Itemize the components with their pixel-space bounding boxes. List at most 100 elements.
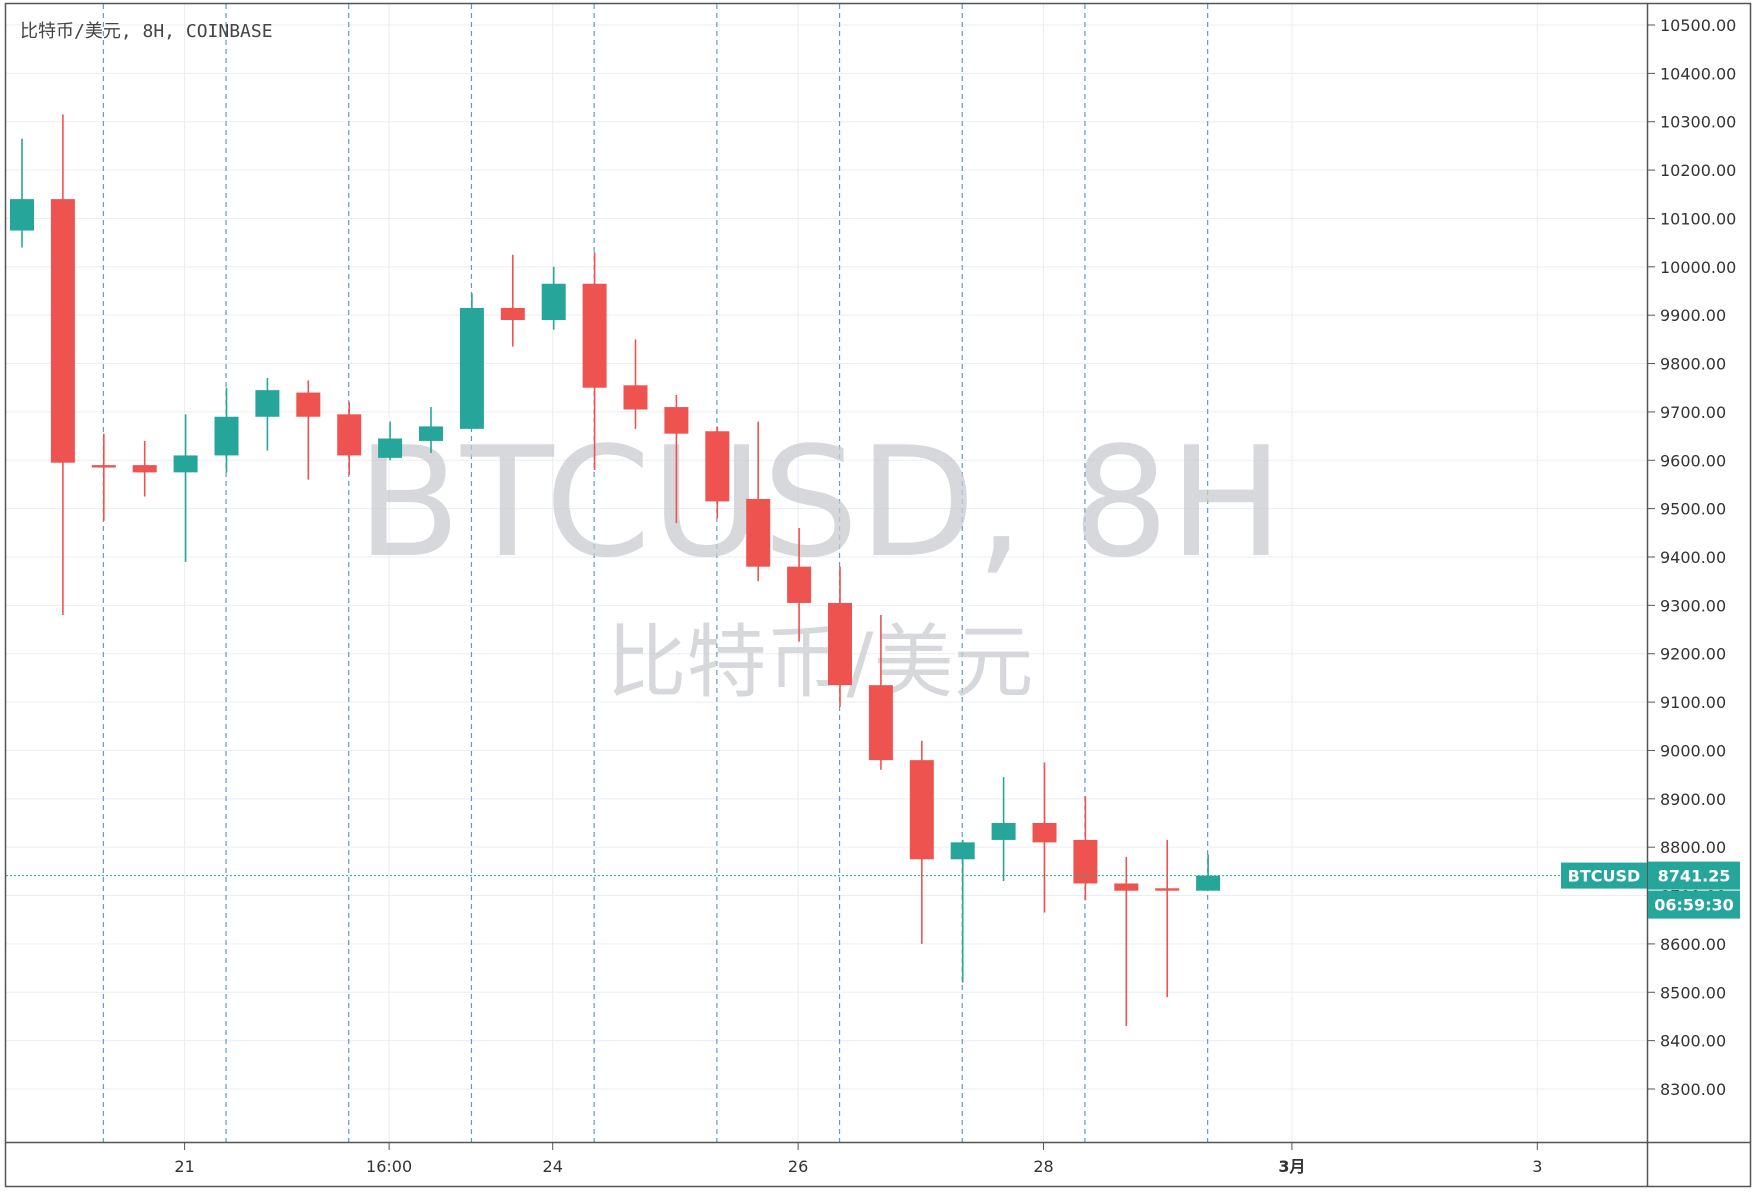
candle-body [500,307,525,321]
candle[interactable] [337,402,362,475]
x-tick-label: 28 [1033,1157,1053,1176]
y-tick-label: 9900.00 [1660,306,1726,325]
candles[interactable] [10,114,1221,1027]
candle[interactable] [541,266,566,330]
price-axis[interactable]: 10500.00 10400.00 10300.00 10200.00 10100.00… [1648,16,1736,1099]
candle-body [91,465,116,468]
candle-body [623,385,648,410]
price-tag-symbol-bg [1561,862,1647,889]
watermark-ticker: BTCUSD, 8H [357,414,1284,591]
candle-body [1196,875,1221,891]
y-tick-label: 10200.00 [1660,161,1736,180]
candle-body [255,390,280,417]
watermark: BTCUSD, 8H 比特币/美元 [357,414,1284,709]
candle[interactable] [132,440,157,497]
candle[interactable] [459,293,484,429]
candle[interactable] [378,421,403,461]
y-tick-label: 10000.00 [1660,258,1736,277]
candle-body [582,283,607,388]
candle-body [214,416,239,456]
y-tick-label: 9400.00 [1660,548,1726,567]
candle-body [459,307,484,429]
candle[interactable] [950,839,975,983]
candle[interactable] [868,615,893,770]
y-tick-label: 9000.00 [1660,741,1726,760]
candle-body [828,602,852,686]
candle[interactable] [746,421,771,582]
price-tag-value: 8741.25 [1658,867,1731,886]
price-tag-symbol: BTCUSD [1568,867,1641,886]
candle[interactable] [50,114,75,616]
chart-frame [4,2,1752,1188]
candle[interactable] [1196,854,1221,891]
candle[interactable] [828,566,852,707]
grid [6,4,1647,1142]
y-tick-label: 9300.00 [1660,596,1726,615]
candle[interactable] [1114,856,1139,1027]
candle-body [909,760,934,860]
y-tick-label: 10300.00 [1660,113,1736,132]
candle-body [296,392,321,417]
candle-body [787,566,812,603]
candle-body [1155,888,1180,891]
x-tick-label: 3 [1532,1157,1542,1176]
candle-body [1073,839,1098,884]
y-tick-label: 10400.00 [1660,64,1736,83]
x-tick-label: 3月 [1278,1157,1305,1176]
candle-body [950,842,975,860]
candle[interactable] [787,527,812,642]
candle[interactable] [214,387,239,473]
candle[interactable] [91,433,116,521]
candle[interactable] [296,380,321,480]
y-tick-label: 9200.00 [1660,645,1726,664]
y-tick-label: 9500.00 [1660,500,1726,519]
y-tick-label: 10100.00 [1660,209,1736,228]
candle[interactable] [664,394,689,524]
candle[interactable] [705,426,730,519]
y-tick-label: 8600.00 [1660,935,1726,954]
candle[interactable] [991,777,1016,882]
y-tick-label: 10500.00 [1660,16,1736,35]
y-tick-label: 8500.00 [1660,983,1726,1002]
candle[interactable] [10,138,34,248]
candle[interactable] [173,414,198,562]
candle-body [1114,883,1139,891]
y-tick-label: 8900.00 [1660,790,1726,809]
y-tick-label: 8400.00 [1660,1032,1726,1051]
price-tag-countdown: 06:59:30 [1654,896,1734,915]
x-tick-label: 21 [174,1157,194,1176]
candle-body [132,465,157,473]
candle-body [337,414,362,456]
candle-body [10,199,34,231]
candle-body [1032,823,1057,843]
candle[interactable] [582,252,607,470]
candle[interactable] [909,740,934,944]
time-axis[interactable]: 21 16:00 24 26 28 3月 3 [174,1143,1542,1176]
candle[interactable] [1032,762,1057,913]
candle-body [541,283,566,321]
candle[interactable] [500,254,525,347]
candle-body [378,438,403,458]
price-tag-countdown-bg [1648,890,1740,919]
y-tick-label: 8800.00 [1660,838,1726,857]
last-price-tag: BTCUSD 8741.25 06:59:30 [1561,861,1740,919]
candle[interactable] [1155,839,1180,998]
candle-body [173,455,198,473]
y-tick-label: 9100.00 [1660,693,1726,712]
candle-body [868,685,893,761]
watermark-description: 比特币/美元 [607,616,1034,709]
x-tick-label: 26 [788,1157,808,1176]
candle-body [419,426,443,441]
candle-body [991,823,1016,840]
candle[interactable] [255,378,280,451]
candle[interactable] [1073,796,1098,901]
candle-body [664,407,689,434]
frame [4,2,1752,1188]
symbol-legend: 比特币/美元, 8H, COINBASE [20,21,273,42]
candle-body [746,498,771,567]
price-tag-value-bg [1648,861,1740,890]
candle[interactable] [623,339,648,429]
candle[interactable] [419,407,443,454]
